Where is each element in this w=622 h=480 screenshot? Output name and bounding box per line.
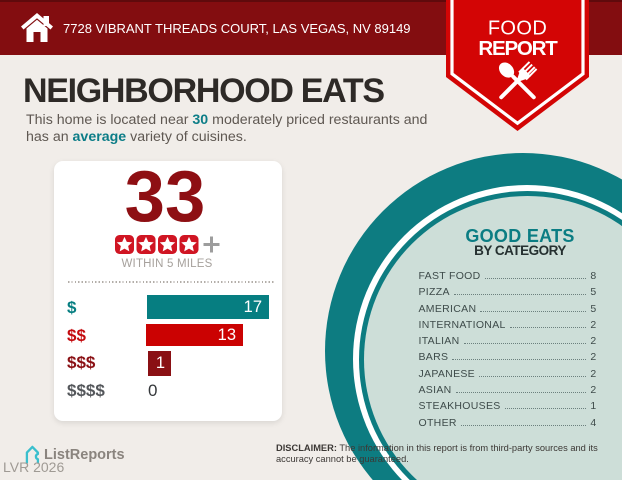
svg-text:FOOD: FOOD <box>488 18 547 40</box>
svg-text:REPORT: REPORT <box>478 37 558 60</box>
